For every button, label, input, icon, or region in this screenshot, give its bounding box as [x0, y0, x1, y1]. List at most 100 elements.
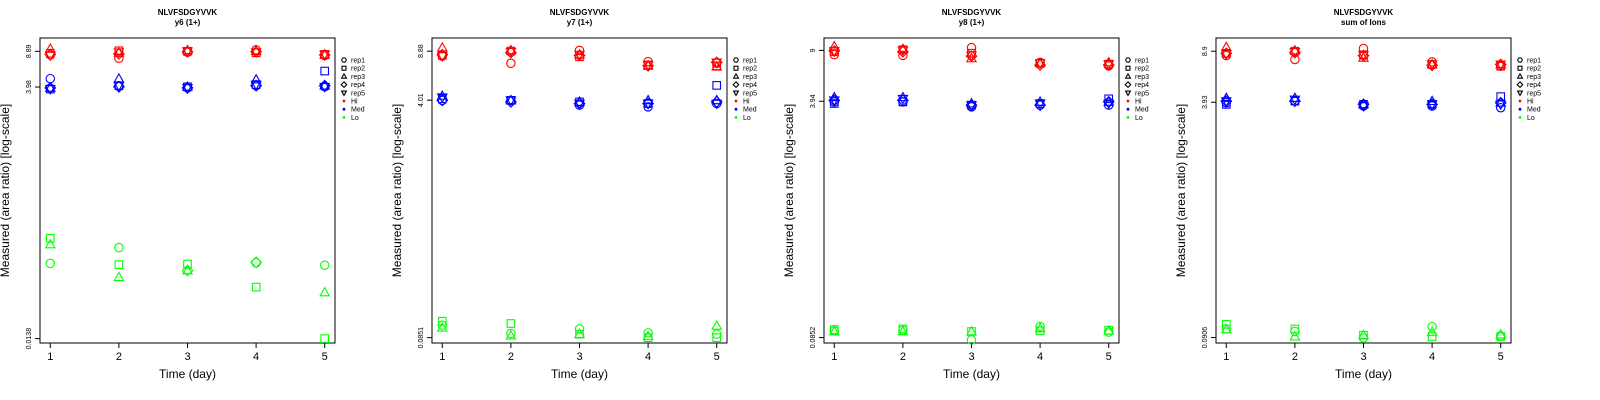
- y-tick-label: 4.01: [418, 93, 425, 107]
- data-point: [1289, 92, 1301, 103]
- legend-marker: [1126, 99, 1130, 103]
- data-point: [181, 264, 194, 275]
- data-point: [112, 47, 125, 60]
- plot-frame: [431, 37, 728, 344]
- legend-label: rep2: [351, 66, 365, 73]
- data-point: [505, 329, 517, 340]
- data-point: [1035, 321, 1045, 332]
- data-point: [114, 242, 124, 253]
- legend-marker: [340, 81, 348, 89]
- x-tick-label: 2: [900, 351, 906, 363]
- data-point: [436, 94, 449, 107]
- data-point: [1289, 48, 1301, 58]
- data-point: [1495, 58, 1507, 69]
- data-point: [828, 47, 840, 58]
- data-point: [1289, 330, 1301, 341]
- chart-subtitle: y6 (1+): [175, 18, 201, 27]
- legend-marker: [1518, 99, 1522, 103]
- legend-marker: [1517, 57, 1523, 63]
- legend-label: Med: [351, 107, 365, 114]
- legend-marker: [1126, 107, 1130, 111]
- legend-marker: [734, 107, 738, 111]
- y-axis-label: Measured (area ratio) [log-scale]: [390, 104, 404, 277]
- data-point: [505, 47, 517, 58]
- data-point: [504, 95, 517, 108]
- data-point: [436, 52, 448, 63]
- legend-label: rep3: [1135, 74, 1149, 81]
- data-point: [965, 325, 978, 336]
- data-point: [45, 233, 55, 243]
- legend-label: rep2: [1135, 66, 1149, 73]
- y-axis-label: Measured (area ratio) [log-scale]: [1174, 104, 1188, 277]
- data-point: [1426, 60, 1438, 71]
- y-tick-label: 0.0851: [418, 327, 425, 349]
- legend-label: rep4: [1135, 82, 1149, 89]
- data-point: [1034, 99, 1047, 112]
- legend-marker: [1518, 107, 1522, 111]
- x-tick-label: 4: [645, 351, 651, 363]
- legend-label: rep1: [1527, 58, 1541, 65]
- data-point: [643, 328, 653, 338]
- legend-marker: [1124, 81, 1132, 89]
- data-point: [711, 99, 723, 110]
- data-point: [712, 333, 722, 343]
- x-tick-label: 1: [1223, 351, 1229, 363]
- legend-label: Med: [1527, 107, 1541, 114]
- legend-label: rep1: [743, 58, 757, 65]
- data-point: [1034, 58, 1047, 72]
- legend-marker: [342, 99, 346, 103]
- legend-label: rep5: [351, 90, 365, 97]
- data-point: [319, 50, 331, 61]
- data-point: [319, 82, 331, 93]
- data-point: [1103, 95, 1115, 106]
- data-point: [965, 101, 978, 112]
- legend-label: rep5: [1527, 90, 1541, 97]
- y-tick-label: 3.93: [1202, 95, 1209, 109]
- data-point: [574, 45, 585, 56]
- y-tick-label: 0.0138: [26, 328, 33, 350]
- data-point: [506, 58, 516, 69]
- data-point: [1103, 99, 1115, 110]
- data-point: [573, 50, 586, 61]
- data-point: [45, 258, 56, 269]
- data-point: [1495, 100, 1507, 111]
- legend-label: Lo: [743, 115, 751, 122]
- legend-label: rep3: [1527, 74, 1541, 81]
- y-tick-label: 8.88: [418, 44, 425, 58]
- data-point: [250, 73, 262, 84]
- legend-label: rep1: [1135, 58, 1149, 65]
- data-point: [896, 94, 909, 107]
- y-tick-label: 3.94: [810, 94, 817, 108]
- legend-marker: [732, 72, 740, 79]
- legend-marker: [733, 65, 739, 71]
- legend-marker: [340, 90, 348, 97]
- data-point: [1495, 60, 1507, 71]
- data-point: [113, 81, 125, 92]
- data-point: [897, 325, 909, 336]
- y-tick-label: 8.89: [26, 44, 33, 58]
- data-point: [181, 84, 194, 94]
- data-point: [828, 96, 840, 107]
- legend-label: Lo: [1135, 115, 1143, 122]
- legend-label: rep3: [743, 74, 757, 81]
- legend-label: rep3: [351, 74, 365, 81]
- data-point: [250, 80, 262, 91]
- data-point: [828, 40, 840, 51]
- legend-marker: [1517, 65, 1523, 71]
- data-point: [1034, 99, 1046, 110]
- data-point: [183, 259, 192, 269]
- data-point: [1220, 97, 1232, 108]
- data-point: [712, 81, 722, 90]
- data-point: [1427, 321, 1437, 332]
- x-tick-label: 3: [576, 351, 582, 363]
- plot-frame: [823, 37, 1120, 344]
- legend-marker: [1516, 81, 1524, 89]
- data-point: [1357, 329, 1370, 340]
- legend-label: Med: [1135, 107, 1149, 114]
- data-point: [1426, 326, 1438, 336]
- data-point: [1220, 50, 1232, 61]
- chart-title: NLVFSDGYVVK: [1334, 8, 1394, 17]
- x-tick-label: 3: [1360, 351, 1366, 363]
- data-point: [250, 256, 263, 269]
